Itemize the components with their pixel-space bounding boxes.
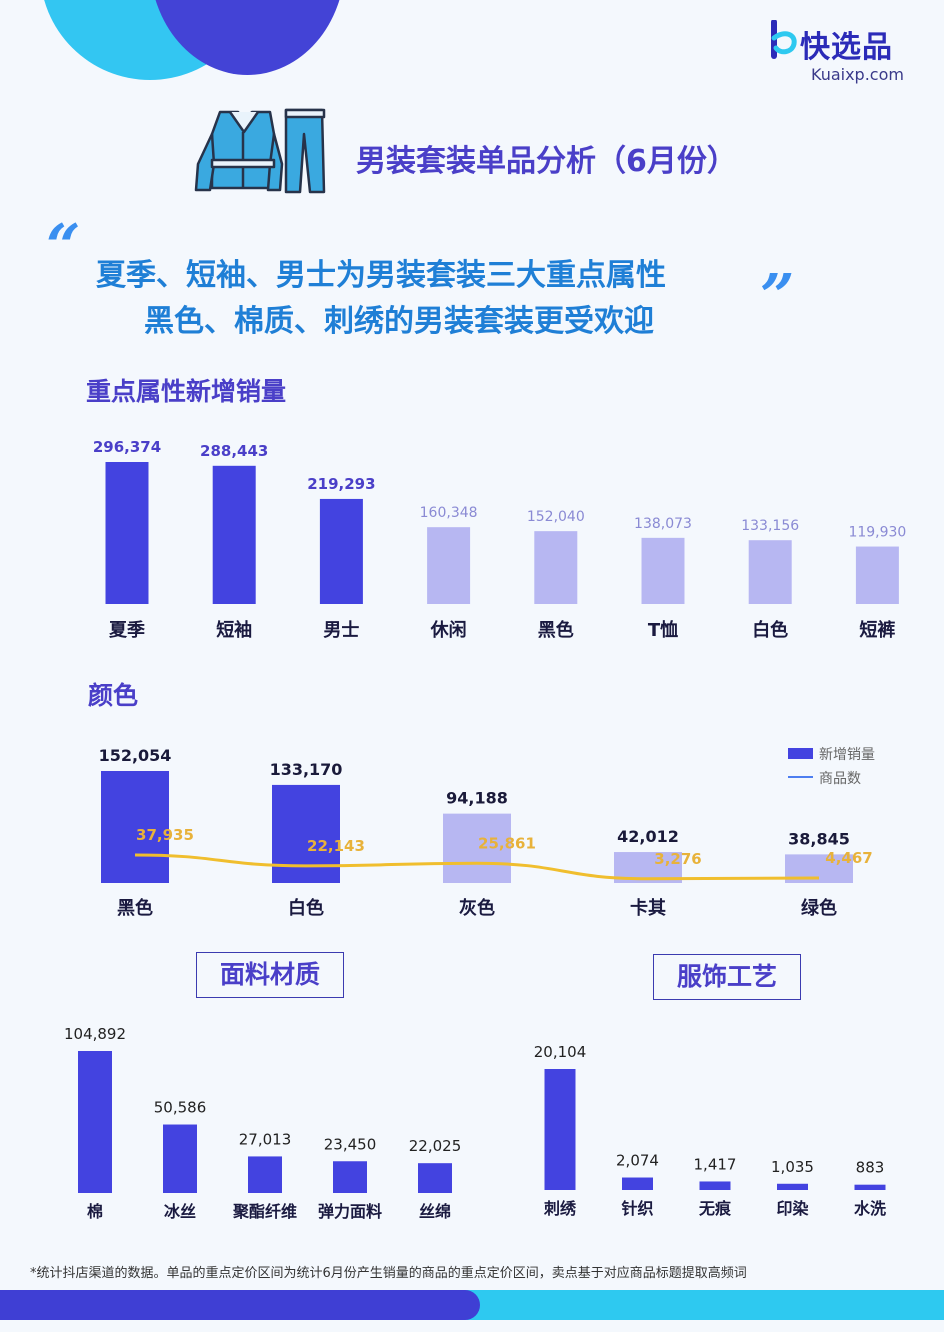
- craft-value-label: 883: [856, 1159, 885, 1177]
- fabric-section-title: 面料材质: [196, 952, 344, 998]
- color-sales-label: 133,170: [270, 760, 343, 779]
- legend-line-label: 商品数: [819, 771, 861, 787]
- attribute-category-label: 夏季: [109, 620, 145, 641]
- headline-line-1: 夏季、短袖、男士为男装套装三大重点属性: [96, 258, 666, 293]
- fabric-bar: [163, 1124, 197, 1193]
- tracksuit-icon: [194, 108, 326, 194]
- product-count-label: 22,143: [307, 837, 365, 855]
- brand-logo: 快选品 Kuaixp.com: [770, 18, 910, 88]
- craft-bar: [854, 1184, 886, 1190]
- attribute-value-label: 138,073: [634, 516, 692, 532]
- attribute-category-label: 男士: [323, 620, 359, 641]
- craft-category-label: 针织: [621, 1199, 653, 1218]
- craft-bar: [699, 1181, 731, 1190]
- craft-bar: [622, 1177, 653, 1190]
- craft-value-label: 1,417: [694, 1155, 737, 1173]
- craft-category-label: 刺绣: [543, 1199, 577, 1218]
- color-sales-bar: [101, 771, 169, 883]
- craft-category-label: 无痕: [698, 1199, 732, 1218]
- color-sales-label: 94,188: [446, 789, 508, 808]
- product-count-label: 25,861: [478, 834, 536, 852]
- color-section-title: 颜色: [88, 681, 139, 710]
- attribute-category-label: 休闲: [430, 619, 467, 641]
- footnote: *统计抖店渠道的数据。单品的重点定价区间为统计6月份产生销量的商品的重点定价区间…: [30, 1266, 747, 1281]
- attribute-value-label: 288,443: [200, 442, 268, 460]
- attribute-category-label: 短裤: [859, 619, 895, 641]
- attribute-category-label: 黑色: [538, 619, 574, 641]
- fabric-value-label: 23,450: [324, 1135, 377, 1153]
- product-count-label: 4,467: [825, 849, 872, 867]
- color-category-label: 白色: [288, 897, 324, 919]
- color-sales-bar: [272, 784, 340, 883]
- attribute-value-label: 152,040: [527, 509, 585, 525]
- product-count-line: [134, 853, 820, 881]
- page-title: 男装套装单品分析（6月份）: [356, 144, 737, 179]
- bottom-bar-dark: [0, 1290, 480, 1320]
- fabric-value-label: 22,025: [409, 1137, 462, 1155]
- attribute-value-label: 160,348: [420, 505, 478, 521]
- color-sales-bar: [443, 813, 511, 883]
- attribute-bar: [748, 540, 792, 604]
- attribute-value-label: 133,156: [741, 518, 799, 534]
- color-category-label: 绿色: [801, 897, 837, 919]
- color-sales-label: 42,012: [617, 827, 679, 846]
- color-category-label: 黑色: [117, 897, 153, 919]
- attribute-bar: [855, 546, 899, 604]
- color-sales-label: 38,845: [788, 829, 850, 848]
- fabric-bar: [418, 1163, 452, 1193]
- fabric-bar: [333, 1161, 367, 1193]
- attribute-bar: [534, 531, 578, 604]
- brand-url: Kuaixp.com: [811, 65, 904, 84]
- attribute-category-label: 白色: [752, 619, 788, 641]
- legend-bar-label: 新增销量: [819, 747, 875, 763]
- attribute-value-label: 119,930: [848, 525, 906, 541]
- craft-bar-chart: 20,104 刺绣 2,074 针织 1,417 无痕 1,035 印染 883 水洗: [534, 1043, 886, 1218]
- fabric-category-label: 冰丝: [164, 1202, 196, 1221]
- fabric-category-label: 弹力面料: [318, 1202, 382, 1221]
- color-sales-label: 152,054: [99, 746, 172, 765]
- fabric-bar: [248, 1156, 282, 1193]
- craft-category-label: 水洗: [854, 1199, 886, 1218]
- attribute-value-label: 296,374: [93, 438, 161, 456]
- craft-value-label: 2,074: [616, 1152, 659, 1170]
- product-count-label: 37,935: [136, 826, 194, 844]
- attribute-bar: [319, 498, 363, 604]
- attribute-bar: [212, 465, 256, 604]
- attribute-value-label: 219,293: [307, 475, 375, 493]
- craft-category-label: 印染: [776, 1199, 809, 1218]
- craft-bar: [777, 1183, 808, 1190]
- headline-line-2: 黑色、棉质、刺绣的男装套装更受欢迎: [144, 304, 654, 339]
- craft-section-title: 服饰工艺: [653, 954, 801, 1000]
- attributes-bar-chart: 296,374 夏季 288,443 短袖 219,293 男士 160,348 休闲 152,…: [93, 438, 907, 641]
- fabric-value-label: 50,586: [154, 1099, 207, 1117]
- craft-bar: [544, 1069, 576, 1190]
- brand-name: 快选品: [800, 30, 893, 65]
- attribute-bar: [641, 537, 685, 604]
- legend-bar-swatch: [788, 748, 813, 759]
- color-combo-chart: 152,054 黑色 133,170 白色 94,188 灰色 42,012 卡其 38,845…: [99, 746, 875, 919]
- attribute-bar: [105, 462, 149, 604]
- fabric-category-label: 棉: [87, 1202, 103, 1221]
- fabric-bar-chart: 104,892 棉 50,586 冰丝 27,013 聚酯纤维 23,450 弹力面料 22,0…: [64, 1025, 462, 1221]
- fabric-category-label: 聚酯纤维: [232, 1202, 297, 1221]
- open-quote-mark: “: [46, 212, 81, 282]
- logo-icon: [771, 20, 797, 59]
- product-count-label: 3,276: [654, 850, 701, 868]
- color-category-label: 卡其: [630, 897, 666, 919]
- craft-value-label: 1,035: [771, 1158, 814, 1176]
- color-category-label: 灰色: [459, 897, 495, 919]
- attribute-category-label: 短袖: [216, 619, 252, 641]
- craft-value-label: 20,104: [534, 1043, 587, 1061]
- fabric-category-label: 丝绵: [419, 1202, 451, 1221]
- fabric-value-label: 27,013: [239, 1130, 292, 1148]
- attribute-bar: [427, 527, 471, 604]
- attribute-category-label: T恤: [648, 619, 678, 641]
- close-quote-mark: ”: [760, 262, 795, 332]
- fabric-bar: [78, 1051, 112, 1193]
- attributes-section-title: 重点属性新增销量: [86, 377, 287, 406]
- fabric-value-label: 104,892: [64, 1025, 126, 1043]
